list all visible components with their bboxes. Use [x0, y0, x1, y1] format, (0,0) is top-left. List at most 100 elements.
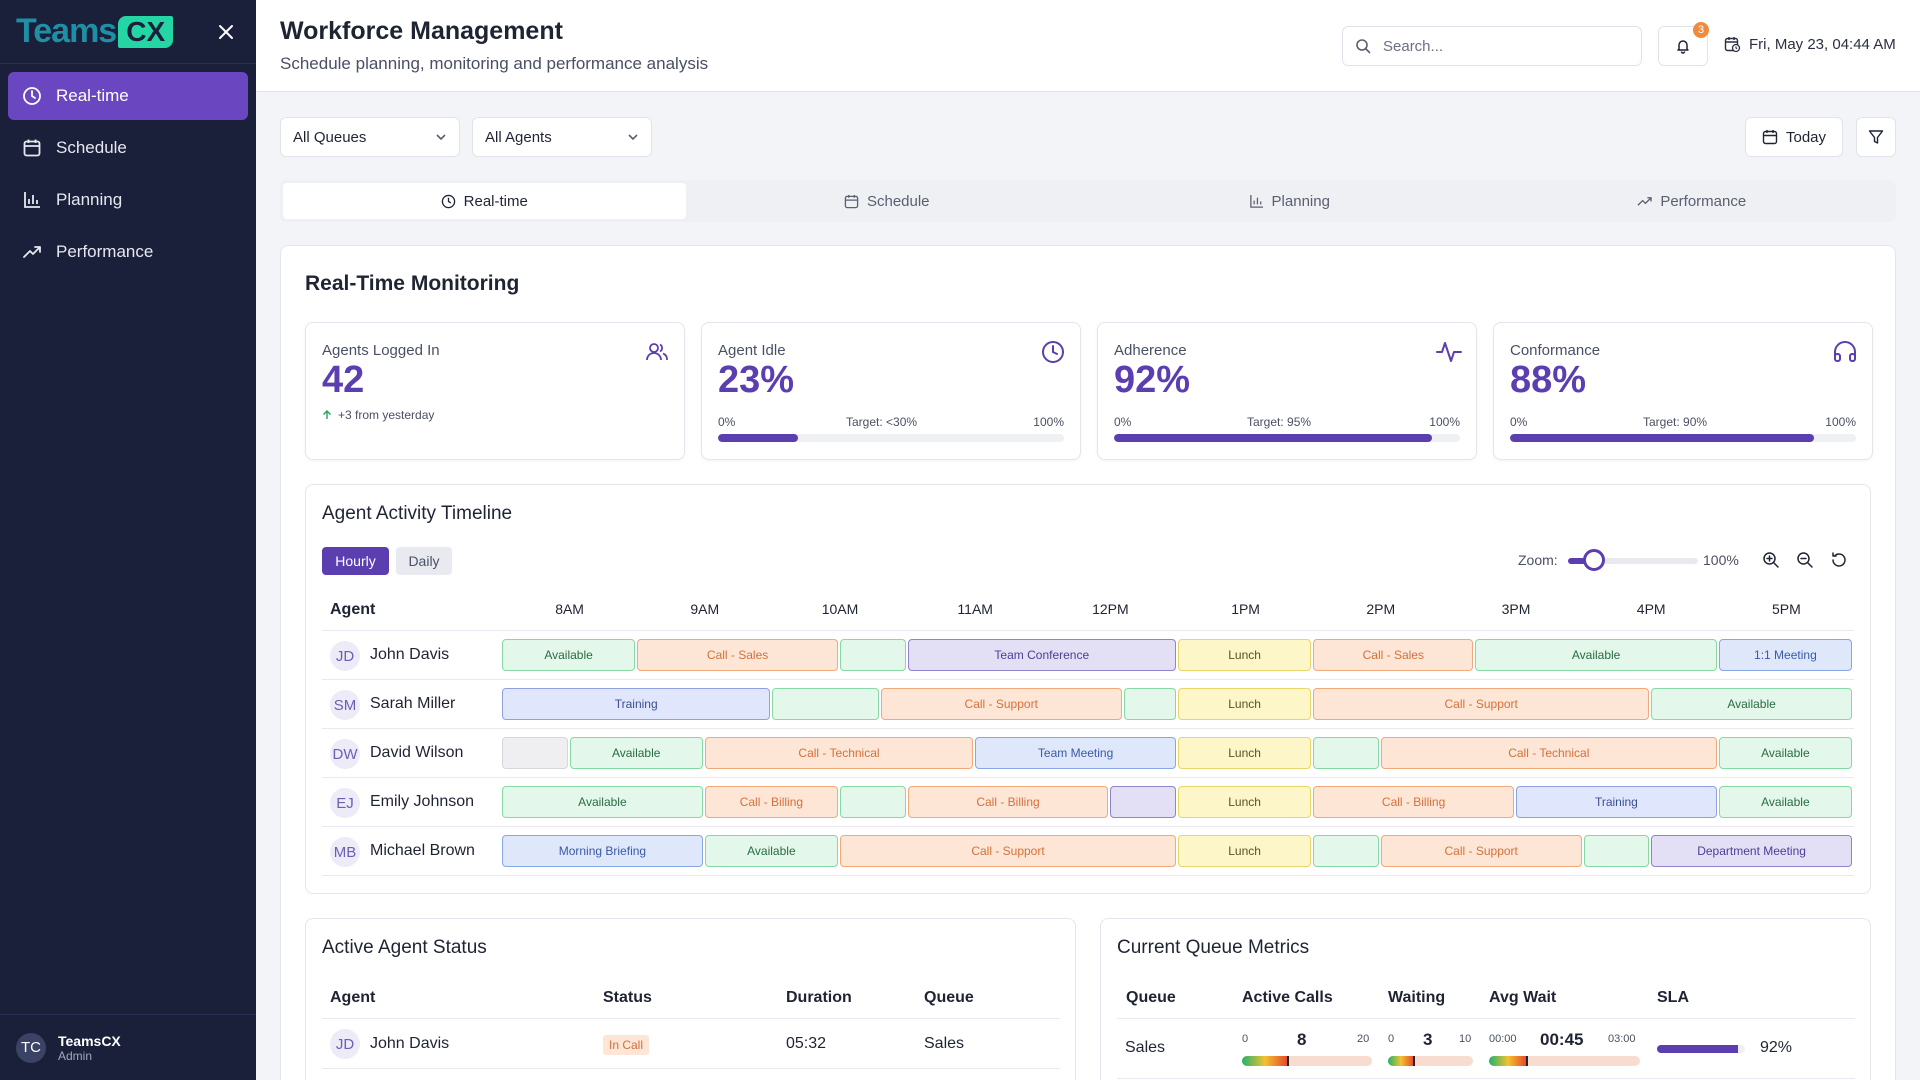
- activity-block[interactable]: Call - Technical: [704, 737, 974, 769]
- filter-button[interactable]: [1856, 117, 1896, 157]
- sla-fill: [1657, 1045, 1738, 1053]
- activity-block[interactable]: [840, 786, 906, 818]
- sidebar-item-performance[interactable]: Performance: [8, 228, 248, 276]
- sidebar-item-planning[interactable]: Planning: [8, 176, 248, 224]
- activity-block[interactable]: Available: [569, 737, 703, 769]
- bar-chart-icon: [1249, 194, 1263, 208]
- activity-block[interactable]: Training: [1516, 786, 1717, 818]
- queue-select-value: All Queues: [293, 128, 367, 146]
- notifications-button[interactable]: [1658, 26, 1708, 66]
- gauge-max: 20: [1357, 1033, 1370, 1045]
- activity-block[interactable]: Available: [502, 786, 703, 818]
- users-icon: [646, 343, 668, 361]
- user-name: TeamsCX: [58, 1032, 121, 1049]
- calendar-clock-icon: [1724, 37, 1741, 53]
- hour-label: 5PM: [1771, 601, 1801, 617]
- activity-block[interactable]: Available: [502, 639, 636, 671]
- activity-block[interactable]: [1313, 737, 1379, 769]
- tab-performance[interactable]: Performance: [1491, 183, 1894, 219]
- activity-block[interactable]: [840, 639, 906, 671]
- activity-block[interactable]: Lunch: [1178, 835, 1312, 867]
- kpi-label: Adherence: [1114, 342, 1187, 359]
- tab-schedule[interactable]: Schedule: [686, 183, 1089, 219]
- agent-name: John Davis: [370, 646, 450, 663]
- kpi-target: Target: 95%: [1247, 415, 1312, 429]
- tab-label: Planning: [1271, 192, 1330, 210]
- search-input[interactable]: [1383, 37, 1623, 55]
- queue-select[interactable]: All Queues: [280, 117, 460, 157]
- gauge-fill: [1388, 1056, 1414, 1066]
- reset-zoom-button[interactable]: [1828, 549, 1850, 571]
- kpi-value: 42: [322, 359, 365, 401]
- activity-block[interactable]: Call - Support: [840, 835, 1176, 867]
- sidebar-item-label: Real-time: [56, 86, 129, 105]
- activity-block[interactable]: Team Conference: [907, 639, 1176, 671]
- activity-block[interactable]: Call - Billing: [704, 786, 838, 818]
- user-profile[interactable]: TC TeamsCX Admin: [0, 1014, 256, 1080]
- column-header-queue: Queue: [924, 989, 974, 1006]
- sidebar-item-schedule[interactable]: Schedule: [8, 124, 248, 172]
- gauge-min: 0: [1388, 1033, 1395, 1045]
- hour-label: 4PM: [1636, 601, 1666, 617]
- bar-chart-icon: [24, 192, 40, 208]
- today-button[interactable]: Today: [1745, 117, 1843, 157]
- hourly-view-button[interactable]: Hourly: [322, 547, 389, 575]
- activity-block[interactable]: Call - Billing: [1313, 786, 1514, 818]
- activity-block[interactable]: Lunch: [1178, 786, 1312, 818]
- tab-label: Schedule: [866, 192, 930, 210]
- kpi-scale-min: 0%: [1114, 415, 1132, 429]
- sidebar-item-real-time[interactable]: Real-time: [8, 72, 248, 120]
- column-header-duration: Duration: [786, 989, 852, 1006]
- divider: [1117, 1018, 1855, 1019]
- activity-block[interactable]: Available: [1718, 737, 1852, 769]
- activity-block[interactable]: Available: [1718, 786, 1852, 818]
- activity-block[interactable]: Lunch: [1178, 737, 1312, 769]
- zoom-in-button[interactable]: [1760, 549, 1782, 571]
- avatar: TC: [16, 1032, 46, 1063]
- activity-block[interactable]: Call - Sales: [1313, 639, 1474, 671]
- activity-block[interactable]: Call - Support: [880, 688, 1122, 720]
- zoom-out-button[interactable]: [1794, 549, 1816, 571]
- activity-block[interactable]: Lunch: [1178, 639, 1312, 671]
- zoom-in-icon: [1763, 552, 1779, 568]
- activity-block[interactable]: [1583, 835, 1650, 867]
- activity-block[interactable]: [1110, 786, 1176, 818]
- tab-planning[interactable]: Planning: [1088, 183, 1491, 219]
- activity-block[interactable]: Department Meeting: [1651, 835, 1852, 867]
- activity-block[interactable]: [1123, 688, 1176, 720]
- gauge-marker: [1412, 1056, 1415, 1066]
- tab-real-time[interactable]: Real-time: [283, 183, 686, 219]
- zoom-slider-thumb[interactable]: [1583, 549, 1605, 571]
- zoom-out-icon: [1797, 552, 1813, 568]
- activity-block[interactable]: Call - Support: [1313, 688, 1650, 720]
- kpi-progress-bar: [1114, 434, 1460, 442]
- divider: [322, 875, 1854, 876]
- agent-name: Emily Johnson: [370, 793, 475, 810]
- activity-block[interactable]: Call - Billing: [907, 786, 1109, 818]
- activity-block[interactable]: Available: [1651, 688, 1852, 720]
- activity-block[interactable]: Team Meeting: [975, 737, 1176, 769]
- activity-block[interactable]: [502, 737, 568, 769]
- gauge-min: 00:00: [1489, 1033, 1517, 1045]
- activity-block[interactable]: Available: [704, 835, 838, 867]
- duration: 05:32: [786, 1035, 827, 1052]
- activity-icon: [1436, 342, 1462, 362]
- activity-block[interactable]: [772, 688, 879, 720]
- bell-icon: [1677, 40, 1689, 54]
- activity-block[interactable]: Available: [1475, 639, 1717, 671]
- activity-block[interactable]: Morning Briefing: [502, 835, 703, 867]
- clock-icon: [1042, 341, 1064, 363]
- activity-block[interactable]: [1313, 835, 1379, 867]
- close-sidebar-button[interactable]: [212, 18, 240, 46]
- timeline-row: JD John Davis Available Call - Sales Team Co…: [322, 630, 1854, 679]
- agent-select[interactable]: All Agents: [472, 117, 652, 157]
- activity-block[interactable]: Call - Sales: [637, 639, 838, 671]
- avatar: JD: [330, 641, 360, 671]
- activity-block[interactable]: Training: [502, 688, 771, 720]
- activity-block[interactable]: Call - Support: [1380, 835, 1582, 867]
- activity-block[interactable]: Lunch: [1178, 688, 1312, 720]
- activity-block[interactable]: 1:1 Meeting: [1718, 639, 1852, 671]
- zoom-slider-track[interactable]: [1568, 558, 1698, 564]
- daily-view-button[interactable]: Daily: [396, 547, 452, 575]
- activity-block[interactable]: Call - Technical: [1380, 737, 1717, 769]
